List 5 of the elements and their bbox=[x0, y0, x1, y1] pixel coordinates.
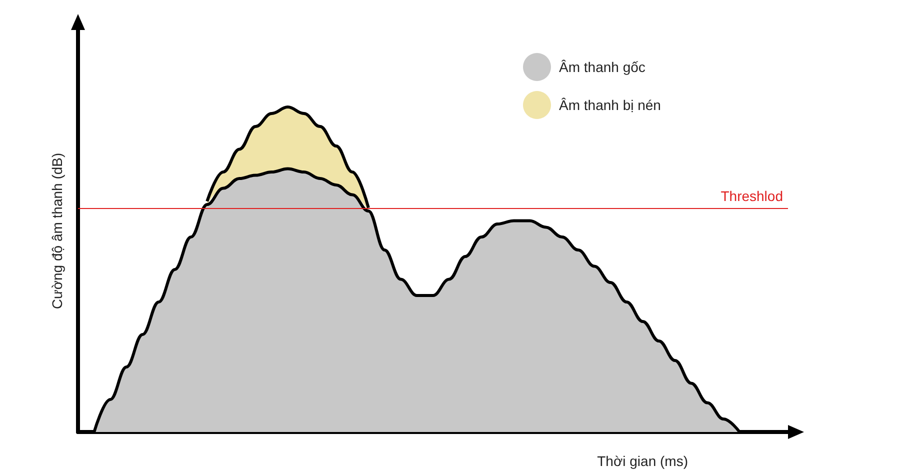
ref-line-label: Threshlod bbox=[720, 188, 783, 204]
legend-label: Âm thanh bị nén bbox=[559, 97, 661, 113]
y-axis-title: Cường độ âm thanh (dB) bbox=[49, 152, 65, 310]
x-axis-title: Thời gian (ms) bbox=[597, 453, 688, 469]
legend-label: Âm thanh gốc bbox=[559, 59, 646, 75]
